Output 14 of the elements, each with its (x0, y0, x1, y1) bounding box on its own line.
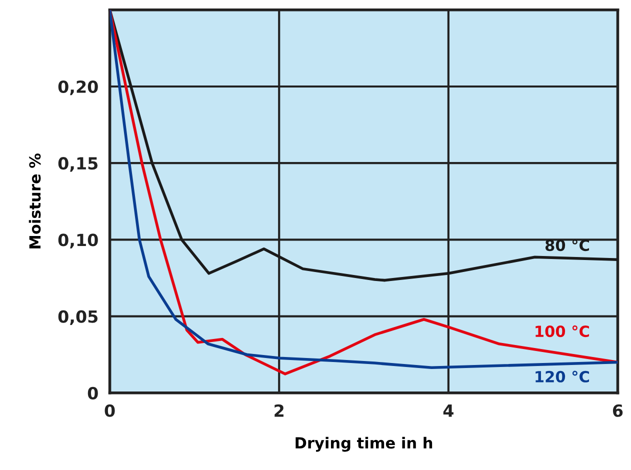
x-tick-label: 2 (274, 404, 284, 417)
x-tick-label: 0 (104, 404, 115, 417)
y-tick-label: 0,10 (58, 234, 98, 248)
x-tick-label: 4 (443, 404, 454, 417)
series-label: 100 °C (536, 325, 589, 338)
y-tick-label: 0 (88, 386, 98, 400)
x-tick-label: 6 (612, 404, 623, 417)
y-axis-title: Moisture % (28, 154, 41, 248)
x-axis-title: Drying time in h (296, 436, 432, 452)
series-label: 80 °C (545, 239, 589, 252)
series-label: 120 °C (536, 370, 589, 382)
y-tick-label: 0,15 (58, 157, 98, 172)
y-tick-label: 0,05 (58, 310, 98, 326)
y-tick-label: 0,20 (58, 80, 98, 96)
